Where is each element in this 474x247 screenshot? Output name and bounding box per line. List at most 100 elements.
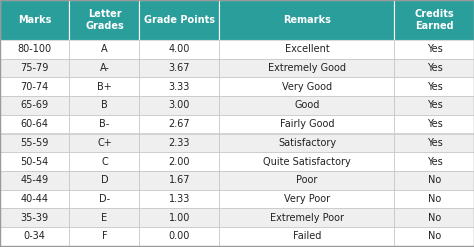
Text: 1.33: 1.33 (169, 194, 190, 204)
Text: F: F (102, 231, 107, 241)
Bar (0, 171, 70, 190)
Text: 1.67: 1.67 (169, 175, 190, 185)
Text: B+: B+ (97, 82, 112, 92)
Bar (394, 115, 474, 133)
Bar (0, 227, 70, 246)
Bar (0, 59, 70, 77)
Bar (139, 96, 219, 115)
Text: 50-54: 50-54 (20, 157, 49, 166)
Text: Yes: Yes (427, 82, 442, 92)
Text: 2.00: 2.00 (169, 157, 190, 166)
Text: 2.67: 2.67 (169, 119, 191, 129)
Bar (219, 190, 394, 208)
Bar (394, 171, 474, 190)
Text: 3.33: 3.33 (169, 82, 190, 92)
Text: 75-79: 75-79 (20, 63, 49, 73)
Text: 1.00: 1.00 (169, 213, 190, 223)
Text: Credits
Earned: Credits Earned (415, 9, 454, 31)
Text: Extremely Good: Extremely Good (268, 63, 346, 73)
Bar (219, 40, 394, 59)
Bar (219, 133, 394, 152)
Text: Grade Points: Grade Points (144, 15, 215, 25)
Bar (219, 59, 394, 77)
Bar (0, 77, 70, 96)
Text: Marks: Marks (18, 15, 51, 25)
Text: No: No (428, 175, 441, 185)
Text: Yes: Yes (427, 63, 442, 73)
Text: Good: Good (294, 101, 319, 110)
Text: Yes: Yes (427, 157, 442, 166)
Bar (0, 190, 70, 208)
Bar (0, 40, 70, 59)
Text: Letter
Grades: Letter Grades (85, 9, 124, 31)
Bar (139, 208, 219, 227)
Bar (0, 0, 70, 40)
Text: 0.00: 0.00 (169, 231, 190, 241)
Bar (139, 152, 219, 171)
Text: 3.00: 3.00 (169, 101, 190, 110)
Text: No: No (428, 194, 441, 204)
Text: E: E (101, 213, 108, 223)
Bar (70, 133, 139, 152)
Bar (219, 227, 394, 246)
Bar (219, 171, 394, 190)
Bar (70, 77, 139, 96)
Text: Very Poor: Very Poor (284, 194, 330, 204)
Bar (70, 40, 139, 59)
Text: C+: C+ (97, 138, 112, 148)
Bar (139, 59, 219, 77)
Bar (394, 152, 474, 171)
Text: 3.67: 3.67 (169, 63, 190, 73)
Bar (70, 171, 139, 190)
Bar (219, 152, 394, 171)
Text: D-: D- (99, 194, 110, 204)
Bar (394, 40, 474, 59)
Text: 40-44: 40-44 (20, 194, 48, 204)
Text: B-: B- (100, 119, 109, 129)
Text: Very Good: Very Good (282, 82, 332, 92)
Text: D: D (100, 175, 109, 185)
Text: A: A (101, 44, 108, 54)
Bar (70, 96, 139, 115)
Text: 70-74: 70-74 (20, 82, 49, 92)
Text: C: C (101, 157, 108, 166)
Bar (394, 190, 474, 208)
Text: A-: A- (100, 63, 109, 73)
Bar (394, 227, 474, 246)
Bar (0, 152, 70, 171)
Bar (139, 0, 219, 40)
Text: Quite Satisfactory: Quite Satisfactory (263, 157, 351, 166)
Bar (70, 190, 139, 208)
Bar (394, 77, 474, 96)
Bar (70, 152, 139, 171)
Text: 45-49: 45-49 (20, 175, 48, 185)
Text: Yes: Yes (427, 101, 442, 110)
Bar (394, 96, 474, 115)
Bar (139, 190, 219, 208)
Bar (0, 96, 70, 115)
Bar (139, 40, 219, 59)
Bar (0, 133, 70, 152)
Bar (139, 115, 219, 133)
Text: Yes: Yes (427, 44, 442, 54)
Text: 4.00: 4.00 (169, 44, 190, 54)
Bar (219, 0, 394, 40)
Bar (394, 59, 474, 77)
Bar (219, 208, 394, 227)
Text: Yes: Yes (427, 138, 442, 148)
Bar (0, 115, 70, 133)
Bar (70, 227, 139, 246)
Text: Satisfactory: Satisfactory (278, 138, 336, 148)
Text: 60-64: 60-64 (20, 119, 48, 129)
Text: Yes: Yes (427, 119, 442, 129)
Text: 0-34: 0-34 (24, 231, 46, 241)
Text: Fairly Good: Fairly Good (280, 119, 334, 129)
Bar (394, 133, 474, 152)
Text: 65-69: 65-69 (20, 101, 48, 110)
Bar (139, 133, 219, 152)
Bar (139, 77, 219, 96)
Text: B: B (101, 101, 108, 110)
Text: 35-39: 35-39 (20, 213, 48, 223)
Bar (70, 0, 139, 40)
Bar (219, 77, 394, 96)
